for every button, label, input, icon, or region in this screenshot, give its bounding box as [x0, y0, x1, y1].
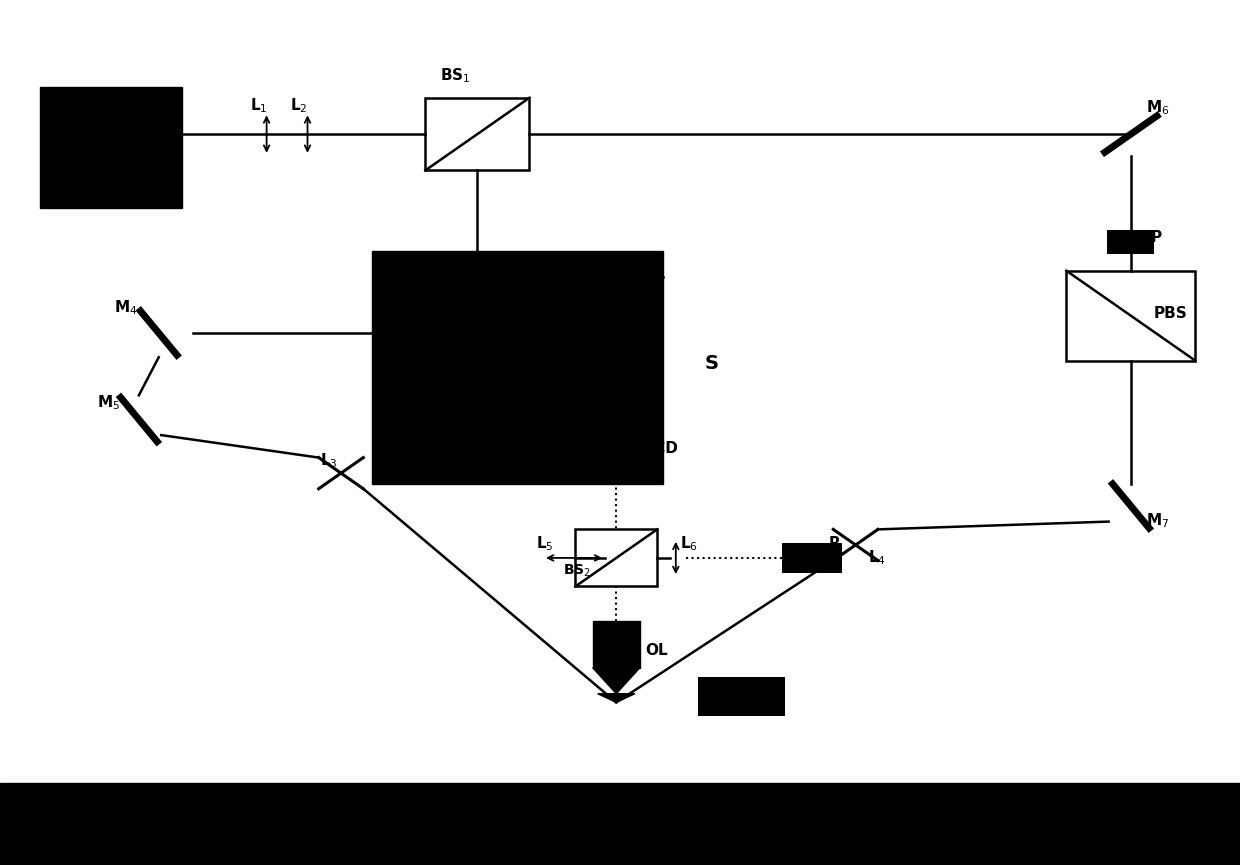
Text: PBS: PBS — [1153, 305, 1187, 321]
Text: R: R — [828, 535, 839, 551]
Text: M$_4$: M$_4$ — [114, 298, 138, 317]
Text: M$_5$: M$_5$ — [97, 393, 120, 412]
Bar — [1107, 230, 1154, 254]
Text: L$_3$: L$_3$ — [320, 451, 337, 470]
Text: M$_6$: M$_6$ — [1146, 98, 1169, 117]
Text: L$_2$: L$_2$ — [290, 96, 308, 115]
Text: OL: OL — [645, 643, 667, 658]
Bar — [575, 529, 657, 586]
Text: BS$_1$: BS$_1$ — [440, 66, 471, 85]
Bar — [1066, 271, 1195, 361]
Text: L$_1$: L$_1$ — [250, 96, 268, 115]
Text: M$_7$: M$_7$ — [1146, 511, 1169, 530]
Text: P: P — [1151, 230, 1162, 246]
Bar — [372, 251, 663, 484]
Text: L$_5$: L$_5$ — [536, 534, 553, 553]
Bar — [40, 86, 182, 208]
Bar — [782, 543, 842, 573]
Text: BS$_2$: BS$_2$ — [563, 563, 591, 579]
Bar — [698, 676, 785, 716]
Polygon shape — [598, 694, 635, 702]
Text: S: S — [704, 354, 718, 373]
Bar — [593, 621, 640, 668]
Text: CCD: CCD — [644, 440, 678, 456]
Polygon shape — [593, 668, 640, 694]
Bar — [425, 98, 529, 170]
Text: M$_1$: M$_1$ — [387, 273, 410, 292]
Text: Pl: Pl — [760, 682, 776, 698]
Bar — [0, 783, 1240, 865]
Text: L$_4$: L$_4$ — [868, 548, 887, 567]
Bar — [578, 426, 655, 483]
Text: L$_6$: L$_6$ — [680, 534, 698, 553]
